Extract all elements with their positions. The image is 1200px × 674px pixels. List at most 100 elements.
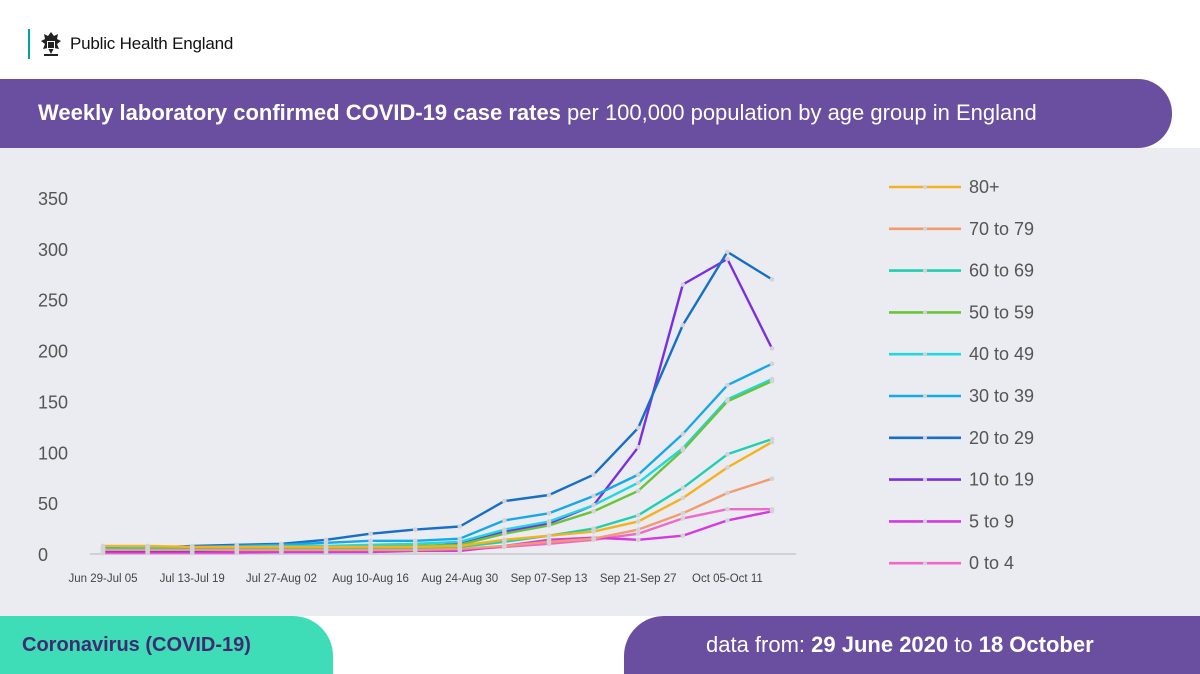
data-point — [725, 382, 730, 388]
data-point — [189, 544, 195, 550]
data-point — [769, 361, 775, 367]
data-point — [412, 527, 418, 532]
data-point — [769, 439, 775, 445]
data-point — [680, 511, 686, 516]
data-point — [502, 531, 507, 536]
phe-logo: Public Health England — [28, 28, 233, 60]
legend-marker — [923, 519, 927, 524]
data-point — [769, 346, 775, 351]
data-point — [725, 490, 730, 496]
legend-marker — [923, 268, 927, 273]
data-point — [680, 485, 686, 491]
y-tick-label: 350 — [38, 189, 68, 209]
data-point — [725, 249, 730, 255]
data-point — [680, 282, 686, 287]
data-point — [680, 495, 686, 501]
data-point — [100, 543, 106, 549]
data-point — [591, 508, 596, 514]
chart-title-bold: Weekly laboratory confirmed COVID-19 cas… — [38, 100, 561, 125]
legend-label: 0 to 4 — [969, 553, 1014, 573]
date-range-text: data from: 29 June 2020 to 18 October — [706, 632, 1094, 658]
legend-marker — [923, 477, 927, 482]
footer-topic-badge: Coronavirus (COVID-19) — [0, 616, 333, 674]
data-point — [368, 538, 373, 544]
org-name: Public Health England — [70, 34, 234, 53]
data-point — [769, 508, 775, 514]
data-point — [368, 544, 373, 550]
data-point — [502, 498, 507, 504]
series-line — [103, 510, 773, 554]
x-tick-label: Aug 10-Aug 16 — [332, 573, 409, 585]
y-tick-label: 150 — [38, 392, 68, 412]
royal-crest-icon — [41, 32, 61, 56]
date-range-prefix: data from: — [706, 632, 812, 657]
data-point — [635, 488, 641, 494]
data-point — [635, 519, 641, 524]
data-point — [546, 539, 552, 545]
y-tick-label: 0 — [38, 545, 48, 565]
data-point — [725, 506, 730, 512]
data-point — [635, 480, 641, 486]
series-line — [103, 441, 773, 549]
data-point — [546, 533, 552, 538]
x-tick-label: Sep 07-Sep 13 — [511, 573, 588, 585]
data-point — [502, 537, 507, 543]
x-tick-label: Jun 29-Jul 05 — [68, 573, 137, 585]
date-range-end: 18 October — [978, 632, 1094, 657]
data-point — [725, 399, 730, 404]
legend-label: 20 to 29 — [969, 428, 1034, 448]
legend-label: 5 to 9 — [969, 511, 1014, 531]
x-tick-label: Jul 27-Aug 02 — [246, 573, 317, 585]
legend-marker — [923, 435, 927, 440]
data-point — [457, 543, 463, 549]
data-point — [546, 523, 552, 528]
data-point — [635, 531, 641, 536]
legend-label: 10 to 19 — [969, 470, 1034, 490]
data-point — [145, 543, 150, 549]
chart-title: Weekly laboratory confirmed COVID-19 cas… — [38, 100, 1037, 126]
x-tick-label: Aug 24-Aug 30 — [421, 573, 498, 585]
data-point — [591, 536, 596, 542]
data-point — [457, 524, 463, 529]
data-point — [546, 519, 552, 524]
data-point — [635, 527, 641, 532]
data-point — [769, 277, 775, 282]
legend-marker — [923, 310, 927, 315]
data-point — [502, 527, 507, 532]
date-range-between: to — [948, 632, 979, 657]
footer-date-range: data from: 29 June 2020 to 18 October — [624, 616, 1200, 674]
data-point — [591, 529, 596, 534]
legend-marker — [923, 394, 927, 398]
logo-divider — [28, 29, 30, 59]
data-point — [680, 322, 686, 328]
legend-label: 30 to 39 — [969, 386, 1034, 406]
data-point — [680, 516, 686, 521]
series-line — [103, 380, 773, 551]
data-point — [725, 465, 730, 470]
series-line — [103, 477, 773, 552]
x-tick-label: Jul 13-Jul 19 — [160, 573, 225, 585]
data-point — [769, 378, 775, 384]
data-point — [725, 518, 730, 523]
data-point — [680, 533, 686, 538]
legend-marker — [923, 561, 927, 566]
data-point — [546, 492, 552, 498]
legend-marker — [923, 352, 927, 357]
data-point — [100, 547, 106, 553]
legend-marker — [923, 226, 927, 231]
legend-label: 50 to 59 — [969, 302, 1034, 322]
footer-topic-label: Coronavirus (COVID-19) — [22, 634, 251, 656]
data-point — [502, 543, 507, 549]
data-point — [635, 537, 641, 543]
data-point — [635, 425, 641, 431]
x-tick-label: Oct 05-Oct 11 — [692, 573, 763, 585]
data-point — [591, 472, 596, 477]
y-tick-label: 250 — [38, 291, 68, 311]
data-point — [591, 502, 596, 508]
data-point — [145, 547, 150, 553]
x-tick-label: Sep 21-Sep 27 — [600, 573, 677, 585]
chart-title-rest: per 100,000 population by age group in E… — [560, 100, 1037, 125]
data-point — [591, 493, 596, 499]
legend-marker — [923, 185, 927, 189]
legend-label: 40 to 49 — [969, 344, 1034, 364]
